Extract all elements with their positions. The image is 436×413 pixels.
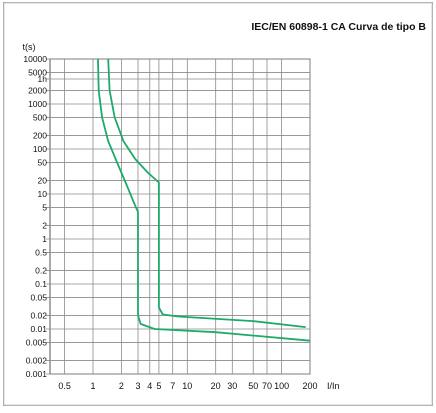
grid [46, 58, 311, 375]
x-tick-label: 200 [302, 381, 317, 391]
tick-labels: 0.5 1 2 3 4 5 7 10 20 30 50 70 100 2001000050001h2000… [23, 54, 317, 391]
y-tick-label: 0.02 [30, 310, 47, 320]
y-tick-label: 0.1 [35, 279, 47, 289]
y-tick-label: 0.001 [26, 369, 48, 379]
y-tick-label: 2000 [28, 85, 47, 95]
x-axis-label: I/In [327, 381, 340, 391]
chart-title: IEC/EN 60898-1 CA Curva de tipo B [251, 21, 426, 33]
y-tick-label: 5 [42, 203, 47, 213]
series-layer [97, 58, 311, 342]
x-tick-label: 100 [274, 381, 289, 391]
y-tick-label: 0.01 [30, 324, 47, 334]
outer-border-inner [3, 2, 433, 406]
y-tick-label: 0.05 [30, 293, 47, 303]
plot-area [49, 58, 311, 375]
y-tick-label: 20 [38, 175, 48, 185]
x-tick-label: 4 [147, 381, 152, 391]
x-tick-label: 5 [156, 381, 161, 391]
tripping-curve-2 [107, 58, 306, 328]
x-tick-label: 70 [262, 381, 272, 391]
y-tick-label: 500 [33, 113, 47, 123]
y-tick-label: 1 [42, 234, 47, 244]
x-tick-label: 10 [182, 381, 192, 391]
y-tick-label: 50 [38, 158, 48, 168]
y-tick-label: 2 [42, 220, 47, 230]
y-tick-label: 1000 [28, 99, 47, 109]
y-tick-label: 100 [33, 144, 47, 154]
y-tick-label: 0.005 [26, 338, 48, 348]
x-tick-label: 3 [135, 381, 140, 391]
y-tick-label: 10 [38, 189, 48, 199]
y-tick-label: 0.5 [35, 248, 47, 258]
x-tick-label: 2 [119, 381, 124, 391]
y-tick-label: 0.002 [26, 355, 48, 365]
x-tick-label: 7 [170, 381, 175, 391]
x-tick-label: 0.5 [58, 381, 71, 391]
x-tick-label: 20 [211, 381, 221, 391]
x-tick-label: 50 [248, 381, 258, 391]
y-tick-label: 1h [38, 74, 48, 84]
y-tick-label: 10000 [23, 54, 47, 64]
y-tick-label: 200 [33, 130, 47, 140]
tripping-curve-1 [97, 58, 311, 342]
y-tick-label: 5000 [28, 68, 47, 78]
x-tick-label: 1 [90, 381, 95, 391]
x-tick-label: 30 [227, 381, 237, 391]
y-tick-label: 0.2 [35, 265, 47, 275]
y-axis-label: t(s) [23, 42, 36, 52]
